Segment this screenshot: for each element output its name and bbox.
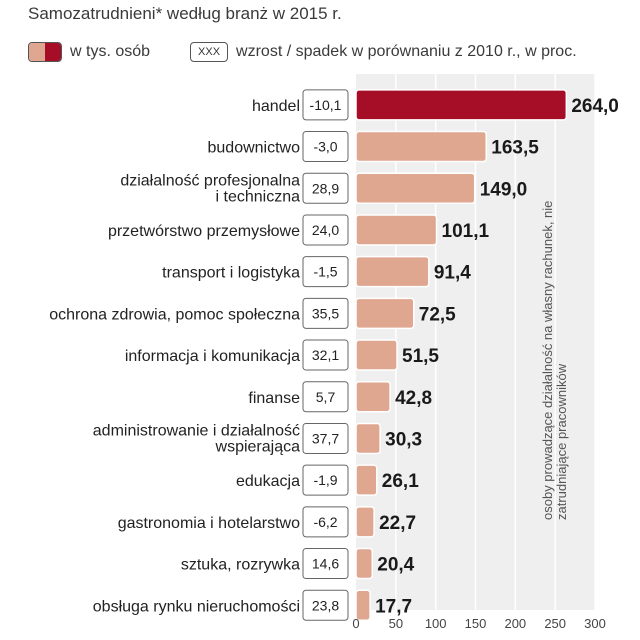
value-label: 17,7 <box>375 596 412 617</box>
change-pct-label: -6,2 <box>313 514 337 530</box>
category-label: finanse <box>248 390 300 407</box>
change-box <box>302 422 349 454</box>
bar <box>355 339 398 371</box>
value-label: 264,0 <box>571 96 619 117</box>
bar <box>355 589 371 621</box>
category-label: informacja i komunikacja <box>125 348 300 365</box>
category-label: przetwórstwo przemysłowe <box>108 223 300 240</box>
change-box <box>302 131 349 163</box>
category-label: sztuka, rozrywka <box>181 557 300 574</box>
x-tick-label: 300 <box>584 616 606 631</box>
category-label: działalność profesjonalna i techniczna <box>120 172 300 205</box>
change-box <box>302 89 349 121</box>
change-pct-label: 32,1 <box>312 347 339 363</box>
value-label: 30,3 <box>385 429 422 450</box>
change-box <box>302 172 349 204</box>
category-label: edukacja <box>236 473 300 490</box>
bar <box>355 130 488 163</box>
change-box <box>302 548 349 580</box>
bar <box>355 506 375 538</box>
x-tick-label: 0 <box>352 616 359 631</box>
change-box <box>302 506 349 538</box>
bar <box>355 547 374 580</box>
value-label: 101,1 <box>442 221 490 242</box>
category-label: budownictwo <box>208 140 301 157</box>
value-label: 26,1 <box>382 471 419 492</box>
x-tick-label: 250 <box>544 616 566 631</box>
change-box <box>302 381 349 413</box>
value-label: 51,5 <box>402 346 439 367</box>
change-box <box>302 339 349 371</box>
legend-bar-swatch <box>28 42 62 62</box>
change-box <box>302 589 349 621</box>
legend: w tys. osób XXX wzrost / spadek w porówn… <box>28 40 577 64</box>
category-label: administrowanie i działalność wspierająca <box>93 422 300 455</box>
x-tick-label: 100 <box>425 616 447 631</box>
category-label: obsługa rynku nieruchomości <box>93 598 300 615</box>
change-pct-label: -3,0 <box>313 139 337 155</box>
legend-box-sample: XXX <box>190 42 229 62</box>
change-pct-label: 35,5 <box>312 305 339 321</box>
bar <box>355 422 381 455</box>
change-pct-label: 23,8 <box>312 597 339 613</box>
value-label: 149,0 <box>480 179 528 200</box>
bar <box>355 381 391 413</box>
change-box <box>302 214 349 246</box>
bar <box>355 214 438 246</box>
legend-box-label: wzrost / spadek w porównaniu z 2010 r., … <box>236 43 577 60</box>
category-label: handel <box>252 98 300 115</box>
value-label: 91,4 <box>434 263 471 284</box>
change-pct-label: -1,5 <box>313 264 337 280</box>
value-label: 22,7 <box>379 513 416 534</box>
change-pct-label: 37,7 <box>312 430 339 446</box>
value-label: 20,4 <box>377 555 414 576</box>
value-label: 42,8 <box>395 388 432 409</box>
chart-title: Samozatrudnieni* według branż w 2015 r. <box>28 4 342 23</box>
x-tick-label: 50 <box>389 616 403 631</box>
bar <box>355 172 476 204</box>
side-note: osoby prowadzące działalność na własny r… <box>540 200 569 520</box>
change-pct-label: 5,7 <box>316 389 336 405</box>
change-pct-label: 24,0 <box>312 222 339 238</box>
bar <box>355 89 568 121</box>
change-box <box>302 297 349 329</box>
bar <box>355 255 430 288</box>
change-pct-label: -1,9 <box>313 472 337 488</box>
change-pct-label: -10,1 <box>310 97 342 113</box>
change-pct-label: 14,6 <box>312 556 339 572</box>
legend-bar-label: w tys. osób <box>70 43 151 60</box>
category-label: transport i logistyka <box>162 265 300 282</box>
change-box <box>302 256 349 288</box>
change-pct-label: 28,9 <box>312 180 339 196</box>
x-tick-label: 150 <box>465 616 487 631</box>
value-label: 72,5 <box>419 304 456 325</box>
bar <box>355 464 378 496</box>
bar <box>355 297 415 330</box>
change-box <box>302 464 349 496</box>
x-tick-label: 200 <box>504 616 526 631</box>
category-label: gastronomia i hotelarstwo <box>118 515 300 532</box>
value-label: 163,5 <box>491 138 539 159</box>
category-label: ochrona zdrowia, pomoc społeczna <box>49 306 300 323</box>
